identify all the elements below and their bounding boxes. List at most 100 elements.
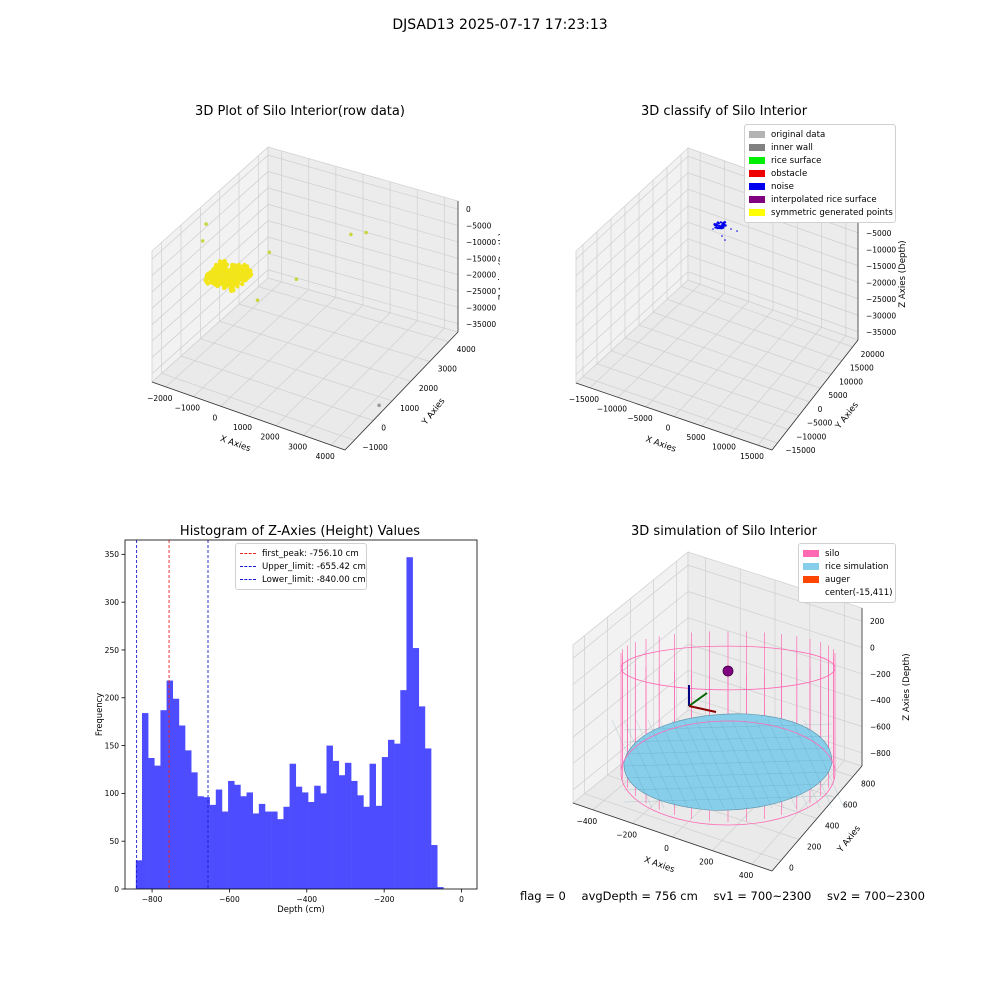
p4-y-axis-label: Y Axies: [835, 824, 863, 856]
histogram-bar: [234, 784, 241, 889]
legend-label: Upper_limit: -655.42 cm: [262, 561, 366, 572]
y-tick-label: 250: [105, 646, 120, 655]
panel1-title: 3D Plot of Silo Interior(row data): [195, 104, 405, 119]
p1-x-tick-label: −2000: [147, 394, 173, 403]
p1-rice-point: [217, 259, 223, 264]
histogram-bar: [295, 786, 303, 889]
rice-mesh-line: [719, 719, 761, 809]
legend-swatch: [803, 589, 819, 596]
histogram-bar: [160, 710, 167, 889]
p2-noise-points: [712, 221, 738, 241]
axis-glyph-y: [688, 692, 708, 707]
histogram-bar: [252, 813, 260, 889]
p4-x-axis-label: X Axies: [643, 855, 677, 875]
p2-noise-point: [719, 221, 722, 224]
p1-z-tick-label: −10000: [466, 238, 496, 247]
p2-z-tick-label: −10000: [866, 245, 896, 254]
p2-y-axis-line: [771, 339, 859, 451]
histogram-bar: [308, 801, 315, 889]
legend-entry: Lower_limit: -840.00 cm: [240, 573, 366, 586]
p1-rice-point: [231, 272, 236, 277]
auger-marker: [722, 665, 734, 677]
legend-label: original data: [771, 129, 826, 140]
p2-y-axis-label: Y Axies: [833, 400, 861, 432]
p4-z-tick-label: −600: [870, 723, 891, 732]
histogram-bar: [381, 757, 389, 889]
p2-z-tick-label: −35000: [866, 328, 896, 337]
p2-noise-point: [736, 230, 738, 232]
legend-entry: auger: [803, 573, 891, 586]
legend-entry: obstacle: [749, 167, 891, 180]
p1-z-tick-label: 0: [466, 205, 471, 214]
p2-noise-point: [718, 224, 721, 227]
histogram-bar: [387, 739, 395, 889]
p1-grid: [151, 150, 459, 446]
p1-rice-point: [225, 282, 230, 287]
y-tick-label: 350: [105, 550, 120, 559]
p1-rice-point: [236, 262, 242, 268]
histogram-legend: first_peak: -756.10 cm Upper_limit: -655.…: [235, 543, 367, 590]
p1-rice-point: [221, 274, 226, 279]
legend-swatch: [749, 183, 765, 190]
legend-label: interpolated rice surface: [771, 194, 877, 205]
rice-mesh-line: [779, 719, 821, 809]
histogram-bar: [344, 762, 352, 889]
p1-rice-point: [222, 260, 227, 265]
legend-swatch: [749, 209, 765, 216]
legend-swatch: [803, 576, 819, 583]
legend-label: first_peak: -756.10 cm: [262, 548, 359, 559]
x-tick-label: −200: [374, 895, 395, 904]
legend-label: Lower_limit: -840.00 cm: [262, 574, 366, 585]
p1-z-tick-label: −35000: [466, 320, 496, 329]
histogram-bar: [185, 750, 192, 889]
histogram-bar: [277, 819, 284, 889]
rice-mesh-line: [647, 719, 689, 809]
rice-mesh-line: [623, 795, 833, 803]
p1-rice-point: [209, 269, 214, 275]
sv1-text: sv1 = 700~2300: [713, 889, 812, 903]
p1-rice-point: [240, 281, 245, 287]
rice-mesh-line: [767, 719, 809, 809]
legend-label: noise: [771, 181, 794, 192]
p4-x-tick-label: −200: [616, 830, 637, 839]
legend-label: rice simulation: [825, 561, 889, 572]
p2-y-tick-label: −10000: [796, 432, 826, 441]
p1-rice-point: [222, 269, 227, 274]
histogram-bar: [154, 765, 161, 889]
p1-y-tick-label: 3000: [438, 365, 457, 374]
legend-entry: rice simulation: [803, 560, 891, 573]
histogram-bar: [357, 795, 364, 889]
histogram-bar: [141, 713, 149, 889]
p1-outlier-point: [349, 232, 353, 237]
x-tick-label: 0: [459, 895, 464, 904]
p2-x-tick-label: 5000: [686, 433, 705, 442]
x-axis-label: Depth (cm): [277, 904, 324, 914]
p2-y-tick-label: 5000: [828, 391, 847, 400]
histogram-bar: [228, 780, 235, 889]
panel4-title: 3D simulation of Silo Interior: [631, 524, 817, 539]
rice-mesh-line: [623, 719, 665, 809]
rice-mesh-line: [707, 719, 749, 809]
p1-y-axis-line: [344, 331, 459, 451]
legend-label: inner wall: [771, 142, 813, 153]
p4-z-axis-label: Z Axies (Depth): [902, 653, 912, 720]
rice-mesh-line: [731, 719, 773, 809]
p1-x-tick-label: −1000: [175, 404, 201, 413]
p2-noise-point: [724, 224, 727, 227]
p2-noise-point: [721, 235, 723, 237]
histogram-bar: [338, 775, 346, 889]
histogram-plot: −800 −600 −400 −200 0 0 50 100 150 200 250 300 350 De…: [94, 539, 478, 914]
flag-text: flag = 0: [520, 889, 566, 903]
rice-mesh-line: [659, 719, 701, 809]
simulation-3d-plot: −400 −200 0 200 400 0 200 400 600 800 200 0 −200 −400…: [572, 551, 912, 880]
p1-z-axis-label: Z Axies (Depth): [498, 233, 500, 300]
histogram-bar: [148, 758, 155, 889]
p2-noise-point: [712, 228, 714, 230]
silo-top-rim: [620, 645, 836, 691]
p2-noise-point: [718, 226, 721, 229]
legend-swatch: [749, 170, 765, 177]
p2-z-tick-label: −25000: [866, 295, 896, 304]
histogram-bar: [135, 860, 143, 889]
histogram-bar: [221, 811, 229, 889]
histogram-bar: [264, 811, 272, 889]
